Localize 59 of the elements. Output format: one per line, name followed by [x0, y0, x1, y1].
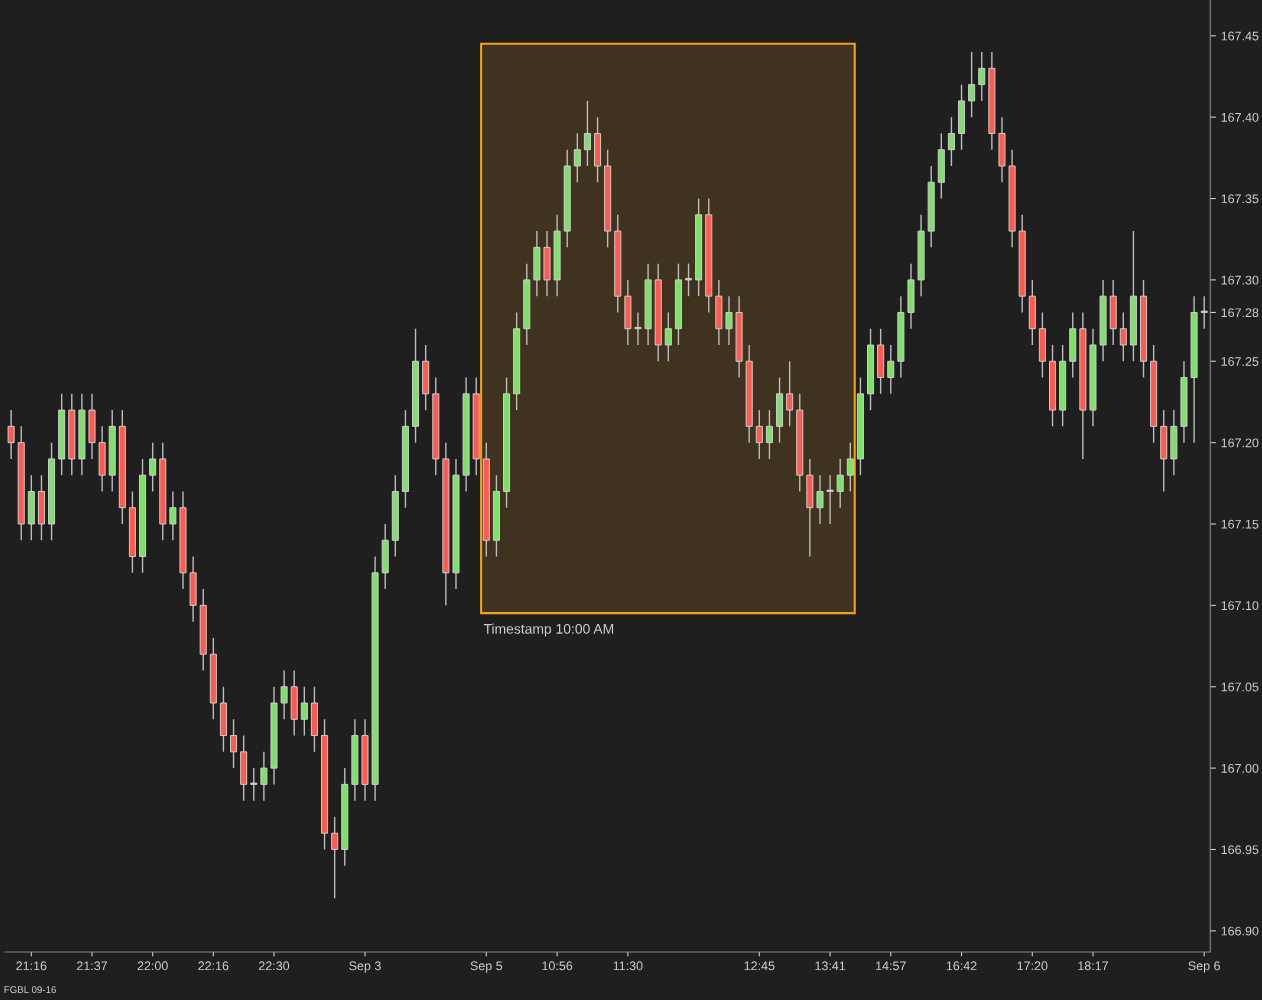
- candlestick: [1119, 311, 1127, 362]
- y-tick-label: 166.90: [1221, 926, 1259, 936]
- y-tick-label: 167.28: [1221, 308, 1259, 318]
- candlestick: [149, 441, 157, 493]
- candlestick: [826, 474, 834, 525]
- candlestick: [664, 311, 672, 362]
- y-tick-label: 167.10: [1221, 601, 1259, 611]
- y-tick-label: 167.05: [1221, 682, 1259, 692]
- x-tick-label: 10:56: [542, 961, 573, 971]
- x-tick-label: 22:30: [258, 961, 290, 971]
- candlestick: [7, 409, 15, 460]
- candlestick: [887, 344, 895, 395]
- y-tick-label: 167.00: [1221, 763, 1259, 773]
- candlestick: [755, 409, 763, 460]
- annotation: Timestamp 10:00 AM: [483, 623, 614, 637]
- y-tick-label: 167.25: [1221, 357, 1259, 366]
- candlestick: [169, 490, 177, 541]
- x-tick-label: 16:42: [946, 961, 977, 971]
- y-tick-label: 167.30: [1221, 275, 1259, 285]
- candlestick: [260, 751, 268, 802]
- candlestick: [230, 718, 238, 769]
- x-tick-label: 21:16: [16, 961, 47, 971]
- x-tick-label: 11:30: [613, 961, 643, 971]
- candlestick: [250, 767, 258, 802]
- candlestick: [725, 295, 733, 346]
- x-tick-label: Sep 3: [349, 961, 381, 973]
- candlestick: [978, 51, 986, 102]
- candlestick: [786, 360, 794, 428]
- candlestick: [331, 816, 339, 899]
- candlestick: [816, 474, 824, 525]
- candlestick: [300, 686, 308, 737]
- candlestick: [846, 441, 854, 493]
- y-tick-label: 166.95: [1221, 845, 1259, 855]
- x-tick-label: 13:41: [815, 961, 846, 971]
- candlestick: [634, 311, 642, 346]
- text: FGBL 09-16: [4, 986, 56, 994]
- candlestick: [947, 116, 955, 167]
- y-tick-label: 167.15: [1221, 519, 1259, 529]
- candlestick: [583, 100, 591, 167]
- candlestick: [573, 132, 581, 183]
- x-tick-label: 14:57: [876, 961, 906, 971]
- y-tick-label: 167.20: [1221, 438, 1259, 448]
- candlestick: [685, 262, 693, 297]
- x-tick-label: 18:17: [1078, 961, 1108, 971]
- candlestick: [836, 458, 844, 509]
- candlestick: [968, 51, 976, 118]
- candlestick: [280, 669, 288, 720]
- y-tick-label: 167.45: [1221, 31, 1259, 41]
- x-tick-label: 21:37: [76, 961, 108, 971]
- x-tick-label: Sep 5: [470, 961, 503, 973]
- x-tick-label: 22:00: [137, 961, 168, 971]
- x-tick-label: 12:45: [744, 961, 775, 971]
- y-tick-label: 167.40: [1221, 112, 1259, 122]
- x-tick-label: 22:16: [198, 961, 229, 971]
- x-tick-label: 17:20: [1017, 961, 1048, 971]
- candlestick: [1200, 295, 1208, 330]
- x-tick-label: Sep 6: [1188, 961, 1220, 973]
- candlestick: [765, 409, 773, 460]
- y-tick-label: 167.35: [1221, 194, 1259, 204]
